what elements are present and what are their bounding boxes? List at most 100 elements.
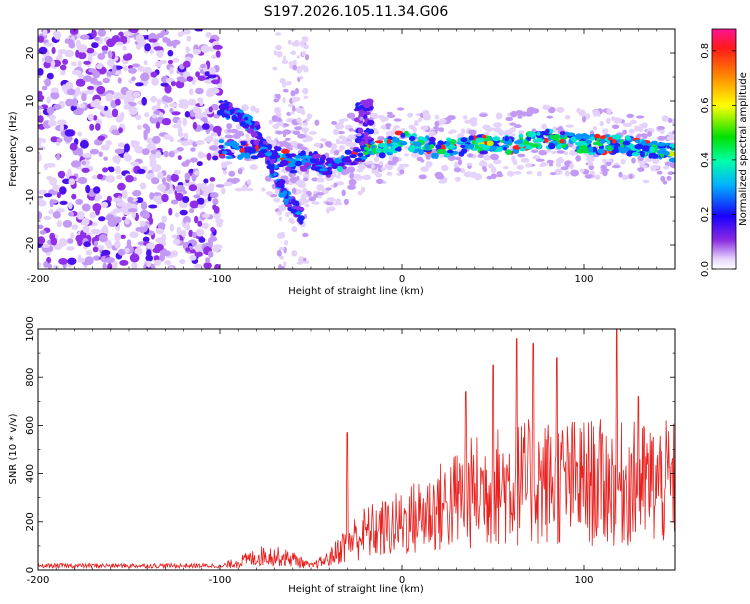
heatmap-cell xyxy=(46,72,54,80)
heatmap-cell xyxy=(622,140,631,146)
heatmap-cell xyxy=(400,132,406,138)
snr-ytick-label: 400 xyxy=(25,464,36,483)
heatmap-cell xyxy=(58,258,68,265)
heatmap-cell xyxy=(38,236,46,245)
heatmap-cell xyxy=(274,107,281,114)
heatmap-cell xyxy=(346,112,356,119)
heatmap-cell xyxy=(453,167,462,173)
heatmap-cell xyxy=(412,141,419,146)
heatmap-cell xyxy=(300,193,307,201)
heatmap-cell xyxy=(605,134,611,138)
heatmap-cell xyxy=(311,201,320,205)
heatmap-cell xyxy=(185,247,191,252)
heatmap-cell xyxy=(601,128,609,135)
heatmap-cell xyxy=(407,112,414,118)
heatmap-cell xyxy=(64,129,75,137)
heatmap-cell xyxy=(167,59,174,65)
spectrogram-ytick-label: -10 xyxy=(25,189,36,205)
heatmap-cell xyxy=(285,166,292,172)
heatmap-cell xyxy=(285,204,293,208)
heatmap-cell xyxy=(649,146,656,153)
heatmap-cell xyxy=(116,201,124,207)
heatmap-cell xyxy=(157,222,166,229)
heatmap-cell xyxy=(195,87,204,95)
heatmap-cell xyxy=(234,187,243,192)
heatmap-cell xyxy=(342,158,352,163)
heatmap-cell xyxy=(590,136,595,141)
spectrogram-xlabel: Height of straight line (km) xyxy=(288,286,424,297)
heatmap-cell xyxy=(375,173,383,178)
heatmap-cell xyxy=(381,115,386,123)
heatmap-cell xyxy=(153,46,164,51)
heatmap-cell xyxy=(43,261,49,268)
heatmap-cell xyxy=(166,174,172,182)
heatmap-cell xyxy=(93,139,103,146)
heatmap-cell xyxy=(541,123,548,130)
heatmap-cell xyxy=(111,108,119,118)
heatmap-cell xyxy=(98,216,106,222)
heatmap-cell xyxy=(606,117,611,125)
heatmap-cell xyxy=(112,64,117,74)
heatmap-cell xyxy=(656,170,663,175)
heatmap-cell xyxy=(217,83,223,89)
heatmap-cell xyxy=(546,159,554,164)
heatmap-cell xyxy=(382,147,388,154)
heatmap-cell xyxy=(117,77,122,84)
heatmap-cell xyxy=(195,71,201,78)
heatmap-cell xyxy=(514,124,522,129)
heatmap-cell xyxy=(214,263,221,269)
heatmap-cell xyxy=(333,149,340,156)
heatmap-cell xyxy=(128,105,138,115)
heatmap-cell xyxy=(67,168,72,176)
heatmap-cell xyxy=(373,156,380,163)
heatmap-cell xyxy=(184,172,191,181)
heatmap-cell xyxy=(68,39,75,48)
heatmap-cell xyxy=(585,139,593,144)
heatmap-cell xyxy=(420,166,429,173)
heatmap-cell xyxy=(38,189,48,195)
heatmap-cell xyxy=(182,216,191,225)
heatmap-cell xyxy=(631,152,640,157)
heatmap-cell xyxy=(418,174,427,180)
heatmap-cell xyxy=(144,43,152,52)
heatmap-cell xyxy=(168,150,175,158)
heatmap-cell xyxy=(201,213,211,218)
heatmap-cell xyxy=(358,175,365,179)
heatmap-cell xyxy=(176,226,182,236)
heatmap-cell xyxy=(179,259,186,265)
heatmap-cell xyxy=(296,179,306,184)
heatmap-cell xyxy=(174,212,180,218)
heatmap-cell xyxy=(190,147,196,152)
heatmap-cell xyxy=(304,54,310,61)
heatmap-cell xyxy=(60,70,66,76)
heatmap-cell xyxy=(425,143,430,151)
heatmap-cell xyxy=(634,143,644,150)
heatmap-cell xyxy=(119,259,129,266)
heatmap-cell xyxy=(276,112,282,117)
heatmap-cell xyxy=(135,197,144,204)
heatmap-cell xyxy=(38,105,44,110)
heatmap-cell xyxy=(647,131,652,137)
heatmap-cell xyxy=(194,112,204,119)
heatmap-cell xyxy=(388,148,394,153)
heatmap-cell xyxy=(354,157,362,162)
heatmap-cell xyxy=(93,81,103,86)
spectrogram-xtick-label: -100 xyxy=(209,274,232,285)
heatmap-cell xyxy=(38,262,42,268)
heatmap-cell xyxy=(295,201,300,207)
heatmap-cell xyxy=(124,247,130,253)
heatmap-cell xyxy=(122,45,127,51)
heatmap-cell xyxy=(75,86,81,96)
heatmap-cell xyxy=(654,165,660,170)
heatmap-cell xyxy=(57,119,67,126)
heatmap-cell xyxy=(114,240,121,249)
snr-xtick-label: 0 xyxy=(399,575,405,586)
heatmap-cell xyxy=(289,176,298,184)
heatmap-cell xyxy=(425,160,433,168)
heatmap-cell xyxy=(240,121,246,125)
heatmap-cell xyxy=(448,130,453,135)
heatmap-cell xyxy=(135,44,142,50)
heatmap-cell xyxy=(154,243,164,251)
heatmap-cell xyxy=(145,254,153,262)
